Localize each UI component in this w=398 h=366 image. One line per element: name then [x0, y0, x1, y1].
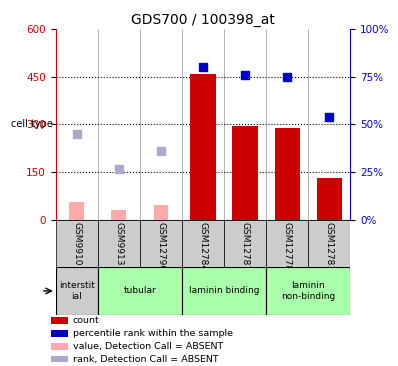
- Bar: [266, 267, 350, 315]
- Bar: [56, 267, 98, 315]
- Text: rank, Detection Call = ABSENT: rank, Detection Call = ABSENT: [72, 355, 218, 364]
- Bar: [275, 128, 300, 220]
- Text: GSM12787: GSM12787: [240, 222, 250, 271]
- Text: percentile rank within the sample: percentile rank within the sample: [72, 329, 232, 338]
- Text: GSM12784: GSM12784: [199, 222, 207, 271]
- Text: value, Detection Call = ABSENT: value, Detection Call = ABSENT: [72, 342, 223, 351]
- Text: GSM12781: GSM12781: [325, 222, 334, 271]
- Bar: [98, 267, 182, 315]
- Text: tubular: tubular: [123, 287, 156, 295]
- Text: count: count: [72, 317, 100, 325]
- Bar: [69, 202, 84, 220]
- Bar: [266, 220, 308, 267]
- Bar: [232, 126, 258, 220]
- Text: cell type: cell type: [11, 119, 53, 130]
- Title: GDS700 / 100398_at: GDS700 / 100398_at: [131, 13, 275, 27]
- Bar: [51, 317, 68, 324]
- Text: GSM12778: GSM12778: [283, 222, 292, 271]
- Bar: [51, 330, 68, 337]
- Bar: [56, 220, 98, 267]
- Text: GSM9913: GSM9913: [114, 222, 123, 265]
- Bar: [140, 220, 182, 267]
- Bar: [182, 267, 266, 315]
- Text: interstit
ial: interstit ial: [59, 281, 95, 301]
- Text: GSM9910: GSM9910: [72, 222, 81, 265]
- Text: laminin binding: laminin binding: [189, 287, 259, 295]
- Text: laminin
non-binding: laminin non-binding: [281, 281, 335, 301]
- Bar: [308, 220, 350, 267]
- Bar: [51, 356, 68, 362]
- Text: GSM12790: GSM12790: [156, 222, 166, 271]
- Bar: [51, 343, 68, 350]
- Bar: [98, 220, 140, 267]
- Bar: [224, 220, 266, 267]
- Bar: [190, 74, 216, 220]
- Bar: [154, 205, 168, 220]
- Bar: [111, 210, 126, 220]
- Bar: [182, 220, 224, 267]
- Bar: [316, 178, 342, 220]
